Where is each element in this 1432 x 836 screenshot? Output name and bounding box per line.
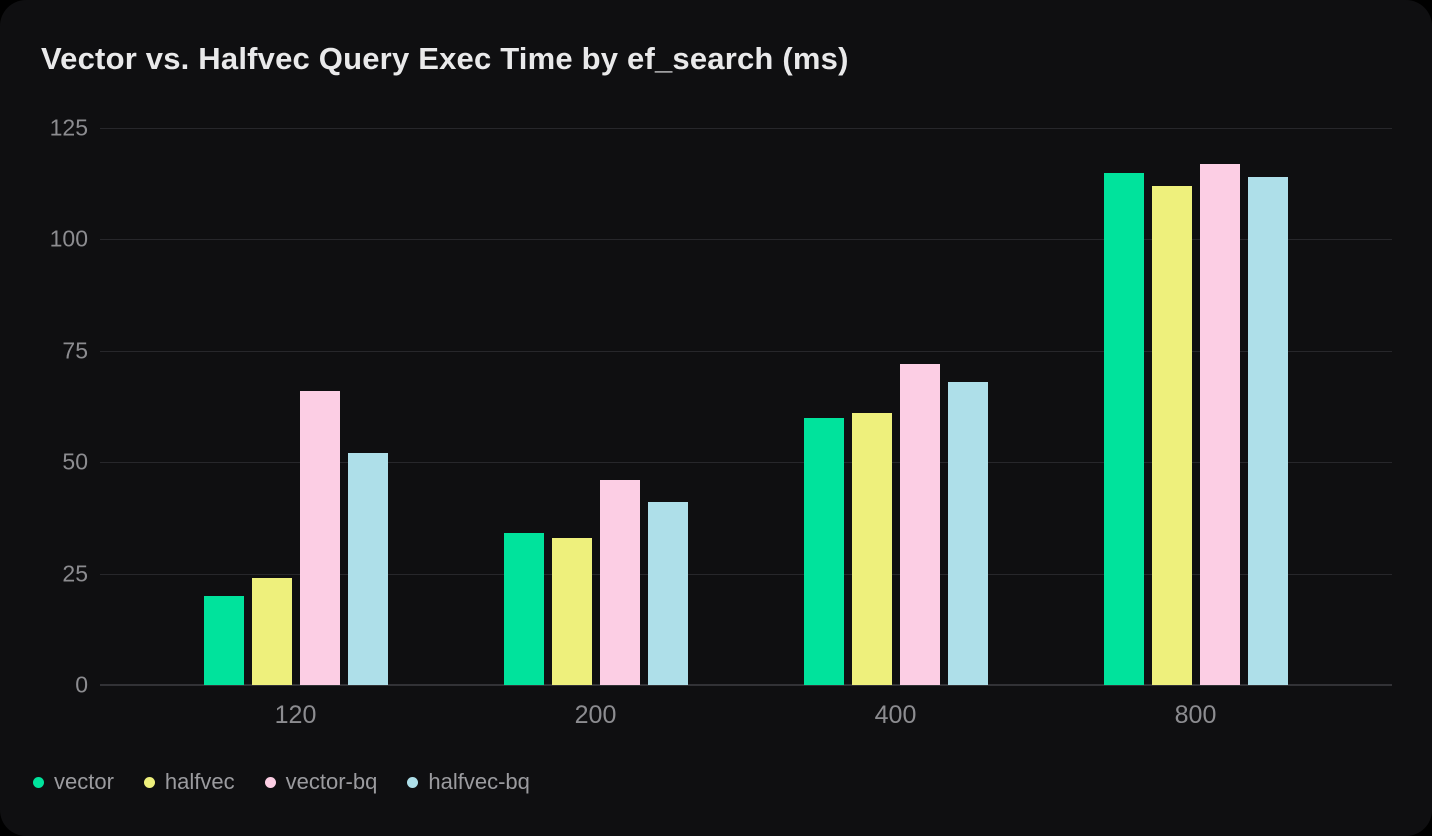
legend-label-halfvec: halfvec [164,769,235,794]
legend-item-vector[interactable]: vector [33,769,114,795]
bar-halfvec-400[interactable] [851,413,892,685]
y-tick-label-0: 0 [75,671,88,698]
legend-dot-vector-bq [264,776,276,788]
bar-halfvec-bq-400[interactable] [947,381,988,685]
bar-halfvec-200[interactable] [551,537,592,685]
legend-dot-halfvec [143,776,155,788]
y-tick-label-75: 75 [62,337,88,364]
bar-halfvec-120[interactable] [251,578,292,685]
legend: vector halfvec vector-bq halfvec-bq [33,769,530,795]
legend-dot-vector [33,776,44,788]
gridline-25 [100,573,1392,575]
bar-halfvec-bq-200[interactable] [647,502,688,685]
x-tick-label-120: 120 [274,701,317,729]
bar-halfvec-800[interactable] [1151,185,1192,685]
gridline-50 [100,462,1392,464]
bar-vector-800[interactable] [1103,172,1144,685]
legend-item-vector-bq[interactable]: vector-bq [264,769,378,795]
bar-vector-400[interactable] [803,417,844,685]
y-tick-label-50: 50 [62,448,88,475]
gridline-75 [100,350,1392,352]
legend-item-halfvec-bq[interactable]: halfvec-bq [407,769,530,795]
chart-title: Vector vs. Halfvec Query Exec Time by ef… [41,41,849,76]
gridline-125 [100,128,1392,129]
legend-label-halfvec-bq: halfvec-bq [428,769,530,794]
bar-vector-bq-800[interactable] [1199,163,1240,685]
bar-vector-bq-120[interactable] [299,390,340,685]
legend-item-halfvec[interactable]: halfvec [143,769,235,795]
y-tick-label-100: 100 [49,225,88,252]
bar-vector-bq-200[interactable] [599,480,640,685]
legend-dot-halfvec-bq [407,776,419,788]
bar-vector-120[interactable] [203,595,244,685]
bar-halfvec-bq-800[interactable] [1247,177,1288,685]
x-axis-baseline [100,684,1392,686]
bar-vector-200[interactable] [503,533,544,685]
legend-label-vector: vector [54,769,114,794]
x-tick-label-200: 200 [574,701,617,729]
y-tick-label-25: 25 [62,560,88,587]
x-tick-label-800: 800 [1174,701,1217,729]
bar-halfvec-bq-120[interactable] [347,453,388,685]
x-tick-label-400: 400 [874,701,917,729]
legend-label-vector-bq: vector-bq [285,769,378,794]
y-tick-label-125: 125 [49,114,88,141]
bar-vector-bq-400[interactable] [899,364,940,685]
gridline-100 [100,239,1392,241]
